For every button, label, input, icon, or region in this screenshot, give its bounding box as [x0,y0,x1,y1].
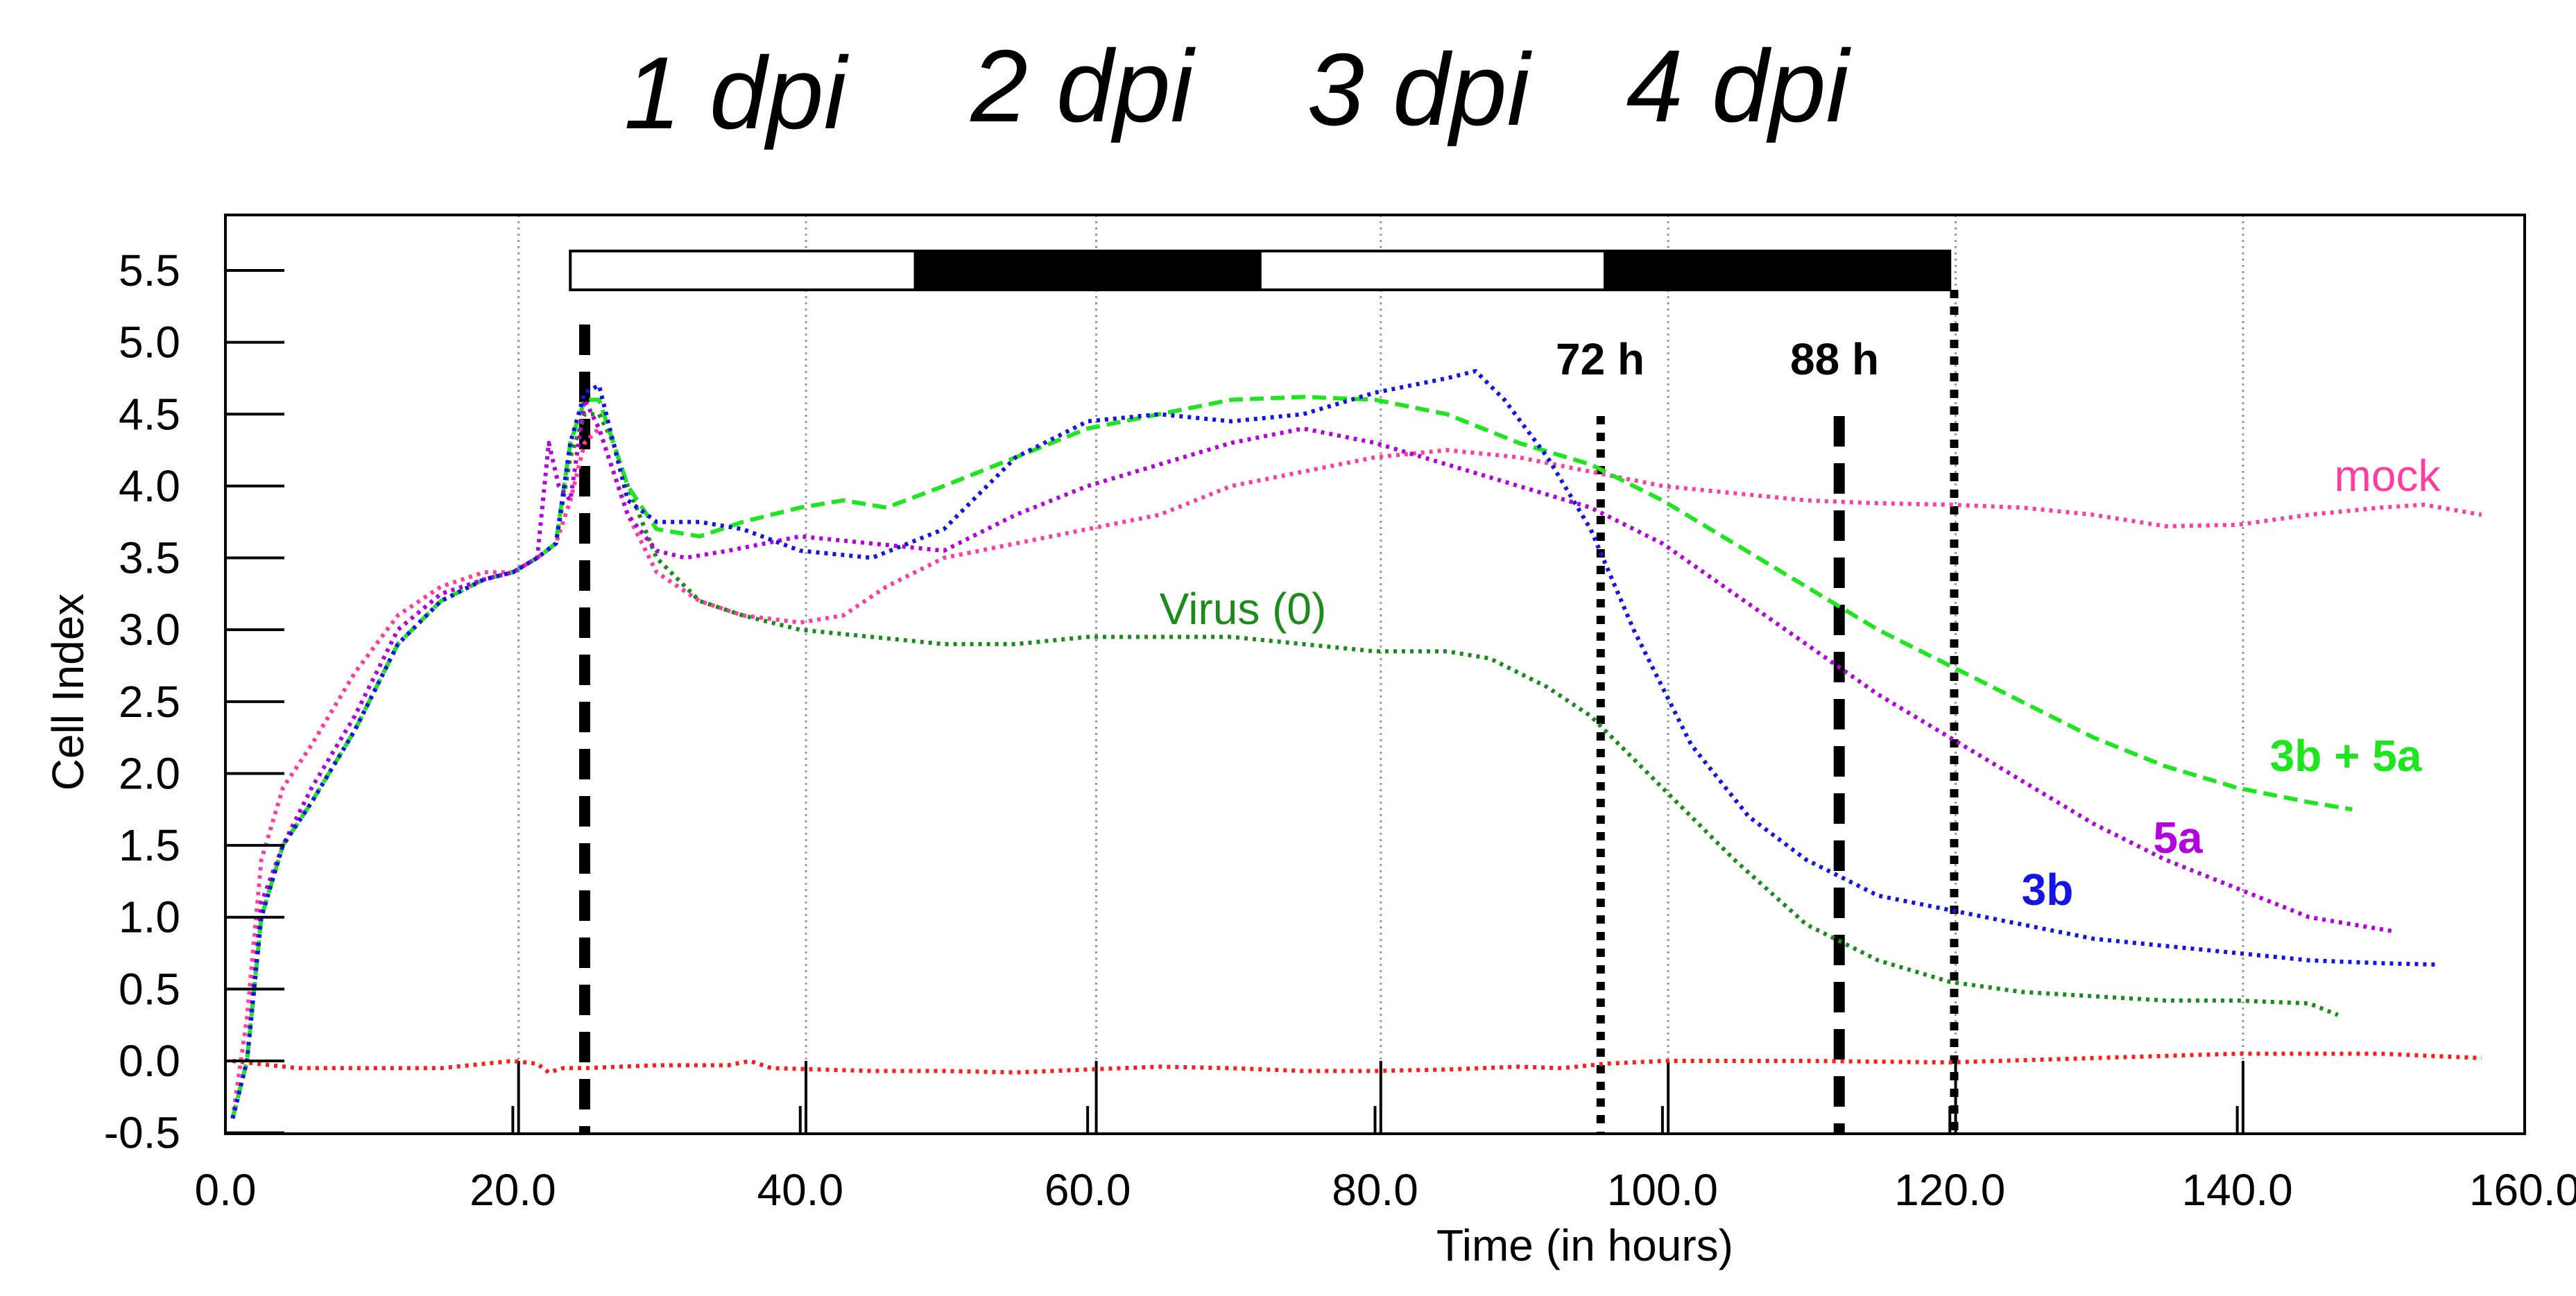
x-tick-label: 100.0 [1607,1165,1718,1215]
photoperiod-segment-white [569,250,917,291]
grid-lines [517,215,2244,1134]
y-tick-label: 2.5 [119,677,180,727]
y-tick-label: 0.0 [119,1036,180,1086]
dpi-label-4: 4 dpi [1626,29,1852,144]
series-label-5a: 5a [2153,813,2203,863]
photoperiod-segment-black [913,250,1262,291]
y-tick-label: 5.5 [119,245,180,295]
y-tick-label: 4.0 [119,461,180,511]
series-line-virus-0 [230,412,2339,1119]
dpi-label-2: 2 dpi [970,29,1196,144]
series-line-3b [230,369,2439,1119]
y-axis-label: Cell Index [43,594,93,791]
series-label-mock: mock [2335,451,2441,501]
x-tick-label: 40.0 [757,1165,843,1215]
y-tick-label: 1.0 [119,892,180,942]
series-line-5a [230,397,2396,1119]
y-tick-label: 3.5 [119,533,180,583]
photoperiod-segment-black [1604,250,1952,291]
y-tick-label: 0.5 [119,964,180,1014]
x-tick-label: 140.0 [2182,1165,2293,1215]
plot-frame [224,214,2526,1135]
dpi-label-3: 3 dpi [1307,33,1533,147]
axis-ticks: -0.5 0.0 0.5 1.0 1.5 2.0 2.5 3.0 3.5 4.0 4.5 5.0 5.5… [104,245,2576,1215]
series-label-3b: 3b [2022,865,2074,915]
x-tick-label: 60.0 [1045,1165,1131,1215]
event-label-88h: 88 h [1790,334,1879,384]
series-line-mock [230,426,2482,1119]
x-axis-label: Time (in hours) [1436,1220,1733,1270]
series-line-control [232,1051,2482,1075]
y-tick-label: -0.5 [104,1108,180,1158]
event-lines [578,290,1959,1134]
photoperiod-segment-white [1258,250,1606,291]
series-line-3b-5a [230,395,2353,1119]
light-dark-bar [569,250,1952,291]
y-tick-label: 2.0 [119,748,180,798]
data-series [230,369,2482,1119]
dpi-label-1: 1 dpi [624,36,850,150]
series-label-virus: Virus (0) [1160,584,1327,634]
y-tick-label: 3.0 [119,605,180,655]
y-tick-label: 1.5 [119,820,180,870]
y-tick-label: 5.0 [119,318,180,368]
series-label-3b-5a: 3b + 5a [2270,731,2422,781]
x-tick-label: 0.0 [195,1165,257,1215]
x-tick-label: 160.0 [2469,1165,2576,1215]
y-tick-label: 4.5 [119,389,180,439]
x-tick-label: 80.0 [1332,1165,1418,1215]
x-tick-label: 20.0 [470,1165,556,1215]
event-label-72h: 72 h [1556,334,1645,384]
x-tick-label: 120.0 [1894,1165,2005,1215]
